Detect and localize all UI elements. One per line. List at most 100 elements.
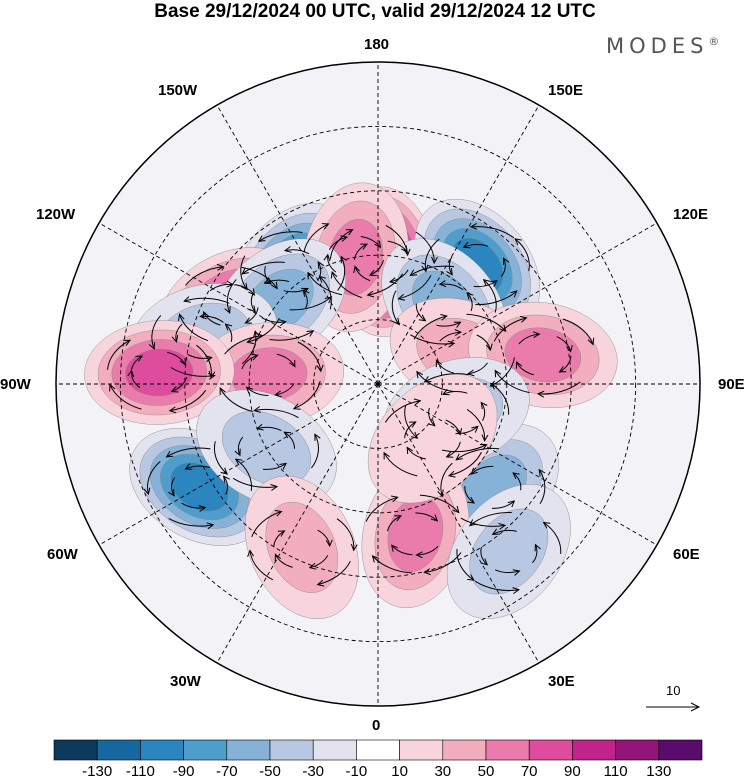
lon-label-30w: 30W [170, 673, 201, 690]
wind-streamline [241, 331, 257, 365]
wind-arrowhead [240, 282, 248, 291]
lon-label-90e: 90E [718, 376, 745, 393]
wind-arrowhead [316, 364, 324, 373]
wind-arrowhead [431, 256, 438, 265]
wind-streamline [413, 315, 447, 340]
wind-arrowhead [277, 530, 286, 537]
wind-streamline [424, 373, 469, 383]
wind-arrowhead [234, 458, 243, 466]
wind-arrowhead [308, 562, 317, 570]
wind-streamline [385, 224, 409, 256]
wind-streamline [416, 371, 454, 392]
lon-label-120w: 120W [36, 206, 76, 223]
wind-arrowhead [403, 248, 411, 257]
wind-streamline [562, 318, 594, 345]
wind-arrowhead [447, 470, 456, 478]
wind-arrowhead [515, 360, 523, 369]
wind-arrowhead [292, 403, 301, 410]
colorbar-segment [658, 739, 703, 761]
wind-arrowhead [445, 451, 454, 458]
wind-arrowhead [220, 467, 229, 475]
wind-streamline [329, 229, 353, 260]
wind-streamline [410, 334, 455, 345]
wind-streamline [226, 279, 237, 314]
wind-arrowhead [316, 579, 325, 587]
wind-arrowhead [430, 514, 439, 522]
wind-arrowhead [446, 268, 453, 276]
wind-arrowhead [171, 335, 179, 343]
wind-arrowhead [253, 406, 261, 413]
colorbar-segment [528, 739, 573, 761]
wind-streamline [441, 444, 487, 453]
wind-streamline [398, 275, 432, 300]
wind-streamline [185, 266, 224, 286]
colorbar-tick-label: -50 [259, 763, 281, 780]
wind-arrowhead [410, 431, 419, 439]
wind-streamline [219, 387, 253, 412]
graticule [56, 62, 700, 706]
wind-arrowhead [208, 370, 216, 379]
wind-arrowhead [247, 549, 255, 557]
wind-arrowhead [480, 558, 489, 566]
wind-arrowhead [340, 255, 347, 264]
map-border [55, 61, 701, 707]
wind-arrowhead [241, 267, 249, 275]
reference-vector [646, 702, 701, 712]
wind-arrowhead [263, 277, 272, 284]
modes-logo: MODES® [606, 34, 720, 58]
wind-streamline [200, 315, 224, 323]
wind-streamline [254, 408, 299, 419]
wind-arrowhead [206, 522, 215, 530]
wind-streamline [147, 461, 161, 495]
wind-arrowhead [302, 289, 310, 297]
wind-streamline [543, 522, 562, 554]
colorbar-segment [572, 739, 616, 761]
wind-streamline [240, 255, 248, 290]
colorbar-segment [96, 739, 141, 761]
wind-streamline [187, 354, 212, 359]
colorbar-segment [226, 739, 271, 761]
colorbar-tick-label: 110 [603, 763, 628, 780]
wind-arrowhead [453, 321, 462, 328]
wind-arrowhead [314, 433, 321, 441]
latitude-circle [184, 190, 572, 578]
wind-streamline [439, 331, 461, 342]
wind-streamline [107, 339, 131, 370]
wind-arrowhead [447, 340, 456, 348]
colorbar-segment [485, 739, 530, 761]
wind-arrowhead [512, 569, 521, 576]
wind-arrowhead [279, 319, 287, 327]
wind-arrowhead [165, 450, 174, 458]
colorbar-tick-label: 70 [520, 763, 538, 780]
wind-streamline [213, 441, 228, 475]
lon-label-120e: 120E [673, 206, 709, 223]
wind-arrowhead [325, 539, 333, 548]
wind-arrowhead [283, 246, 292, 253]
wind-arrowhead [490, 279, 498, 287]
wind-arrowhead [498, 523, 507, 530]
wind-arrowhead [317, 261, 325, 269]
wind-arrowhead [469, 519, 477, 527]
colorbar-tick-label: -130 [82, 763, 113, 780]
wind-streamline [328, 236, 348, 251]
wind-arrowhead [519, 315, 528, 323]
wind-streamline [258, 231, 303, 242]
wind-arrowhead [301, 287, 309, 295]
wind-arrowhead [219, 386, 226, 395]
colorbar-tick-label: -90 [172, 763, 195, 780]
wind-arrowhead [366, 290, 375, 298]
wind-arrowhead [135, 355, 144, 362]
meridian-line [377, 383, 540, 664]
lon-label-60e: 60E [673, 546, 700, 563]
wind-arrowhead [321, 223, 330, 230]
meridian-line [377, 383, 658, 546]
wind-arrowhead [283, 431, 292, 439]
wind-streamline [224, 335, 263, 355]
wind-streamline [235, 458, 253, 491]
wind-streamline [494, 569, 520, 573]
wind-arrowhead [179, 357, 186, 366]
wind-streamline [470, 226, 515, 239]
wind-arrowhead [418, 314, 427, 322]
wind-arrowhead [307, 271, 314, 280]
